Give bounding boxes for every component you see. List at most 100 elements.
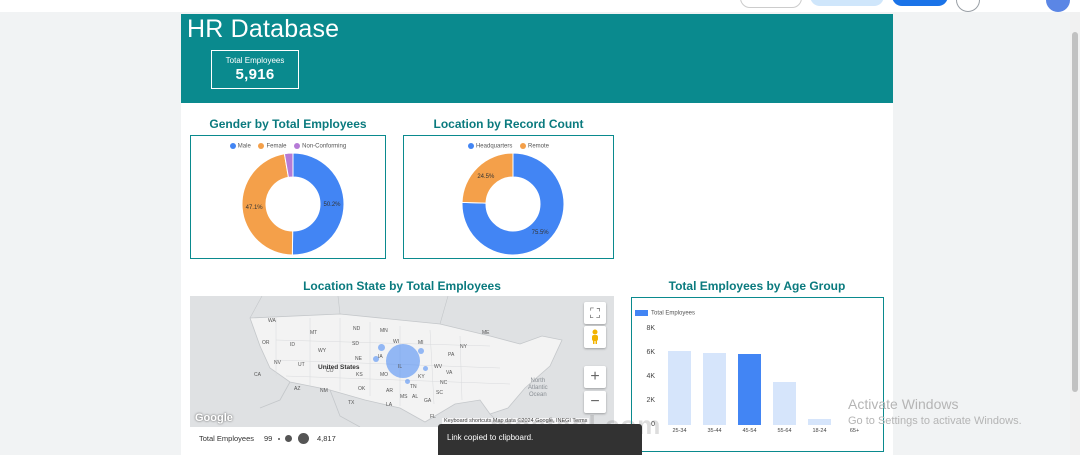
legend-item-male[interactable]: Male [229, 143, 251, 150]
map-attribution[interactable]: Keyboard shortcuts Map data ©2024 Google… [442, 418, 590, 424]
help-icon[interactable] [956, 0, 980, 12]
map-bubble[interactable] [373, 356, 379, 362]
state-label: WV [434, 364, 443, 370]
state-label: CO [326, 368, 334, 374]
legend-item-headquarters[interactable]: Headquarters [467, 143, 512, 150]
state-label: ND [353, 326, 361, 332]
state-label: CA [254, 372, 261, 378]
map-bubble[interactable] [378, 344, 385, 351]
x-tick-label: 18-24 [812, 428, 827, 434]
location-donut[interactable]: 75.5% 24.5% [404, 136, 613, 258]
state-label: WY [318, 348, 327, 354]
state-label: WI [393, 339, 400, 345]
legend-swatch [635, 310, 648, 316]
map-bubble[interactable] [386, 344, 420, 378]
state-label: VA [446, 370, 453, 376]
state-label: SC [436, 390, 443, 396]
y-tick-label: 0 [651, 421, 655, 428]
age-legend[interactable]: Total Employees [635, 310, 695, 317]
y-tick-label: 4K [646, 373, 655, 380]
x-tick-label: 45-54 [742, 428, 757, 434]
state-label: KS [356, 372, 363, 378]
size-legend-max: 4,817 [317, 434, 336, 443]
state-label: OK [358, 386, 366, 392]
kpi-scorecard[interactable]: Total Employees 5,916 [211, 50, 299, 89]
pegman-icon[interactable] [584, 326, 606, 348]
state-label: WA [268, 318, 276, 324]
map-bubble[interactable] [418, 348, 424, 354]
legend-item-female[interactable]: Female [258, 143, 287, 150]
state-label: SD [352, 341, 359, 347]
state-label: AZ [294, 386, 301, 392]
bar-18-24[interactable] [807, 419, 832, 425]
location-legend: Headquarters Remote [404, 143, 613, 150]
legend-item-non-conforming[interactable]: Non-Conforming [294, 143, 346, 150]
toolbar-button[interactable] [740, 0, 802, 8]
browser-toolbar [0, 0, 1080, 12]
bar-45-54[interactable] [737, 353, 762, 425]
state-label: TN [410, 384, 417, 390]
zoom-in-button[interactable]: + [584, 366, 606, 388]
ocean-label: North Atlantic Ocean [528, 378, 548, 398]
scrollbar[interactable] [1070, 12, 1080, 455]
gender-chart-title: Gender by Total Employees [209, 117, 367, 131]
gender-legend: Male Female Non-Conforming [191, 143, 385, 150]
legend-item-remote[interactable]: Remote [520, 143, 549, 150]
map-chart[interactable]: WA MT ND MN OR ID WY SD WI MI NV UT CO N… [190, 296, 614, 455]
zoom-out-button[interactable]: − [584, 391, 606, 413]
map-canvas[interactable]: WA MT ND MN OR ID WY SD WI MI NV UT CO N… [190, 296, 614, 427]
bar-25-34[interactable] [667, 350, 692, 425]
location-chart-title: Location by Record Count [433, 117, 584, 131]
donut-data-label: 50.2% [323, 202, 341, 208]
donut-slice-male[interactable] [291, 152, 345, 256]
donut-slice-remote[interactable] [461, 152, 514, 204]
state-label: MT [310, 330, 318, 336]
size-dot-large [298, 433, 309, 444]
age-chart-title: Total Employees by Age Group [668, 279, 846, 293]
avatar[interactable] [1046, 0, 1070, 12]
state-label: IL [398, 364, 403, 370]
state-label: AR [386, 388, 393, 394]
state-label: FL [430, 414, 436, 420]
state-label: MS [400, 394, 408, 400]
state-label: OR [262, 340, 270, 346]
report-header: HR Database Total Employees 5,916 [181, 14, 893, 103]
kpi-value: 5,916 [235, 66, 275, 83]
donut-data-label: 75.5% [532, 230, 550, 236]
state-label: GA [424, 398, 432, 404]
size-dot-small [278, 438, 280, 440]
map-bubble[interactable] [423, 366, 428, 371]
state-label: IA [378, 354, 383, 360]
size-legend-label: Total Employees [199, 434, 255, 443]
y-tick-label: 6K [646, 349, 655, 356]
age-chart[interactable]: Total Employees 0 2K 4K 6K 8K 25-34 35-44 45-54… [631, 297, 884, 452]
bar-35-44[interactable] [702, 353, 727, 425]
fullscreen-button[interactable]: ⛶ [584, 302, 606, 324]
state-label: NV [274, 360, 281, 366]
bar-55-64[interactable] [772, 381, 797, 425]
kpi-label: Total Employees [225, 56, 285, 65]
state-label: NY [460, 344, 467, 350]
share-button[interactable] [892, 0, 948, 6]
state-label: NC [440, 380, 448, 386]
state-label: NM [320, 388, 328, 394]
donut-data-label: 24.5% [477, 174, 495, 180]
state-label: NE [355, 356, 362, 362]
size-dot-medium [285, 435, 292, 442]
donut-slice-non-conforming[interactable] [283, 152, 294, 178]
donut-slice-female[interactable] [241, 153, 294, 256]
state-label: UT [298, 362, 305, 368]
location-chart[interactable]: Headquarters Remote 75.5% 24.5% [403, 135, 614, 259]
map-bubble[interactable] [405, 379, 410, 384]
state-label: MN [380, 328, 388, 334]
gender-chart[interactable]: Male Female Non-Conforming 50.2% 47.1% [190, 135, 386, 259]
donut-slice-headquarters[interactable] [461, 152, 565, 256]
activation-watermark: Activate Windows Go to Settings to activ… [848, 396, 1022, 427]
scrollbar-thumb[interactable] [1072, 32, 1078, 392]
gender-donut[interactable]: 50.2% 47.1% [191, 136, 385, 258]
country-label: United States [318, 364, 360, 371]
state-label: TX [348, 400, 355, 406]
x-tick-label: 35-44 [707, 428, 722, 434]
state-label: MO [380, 372, 389, 378]
toolbar-button[interactable] [810, 0, 884, 6]
